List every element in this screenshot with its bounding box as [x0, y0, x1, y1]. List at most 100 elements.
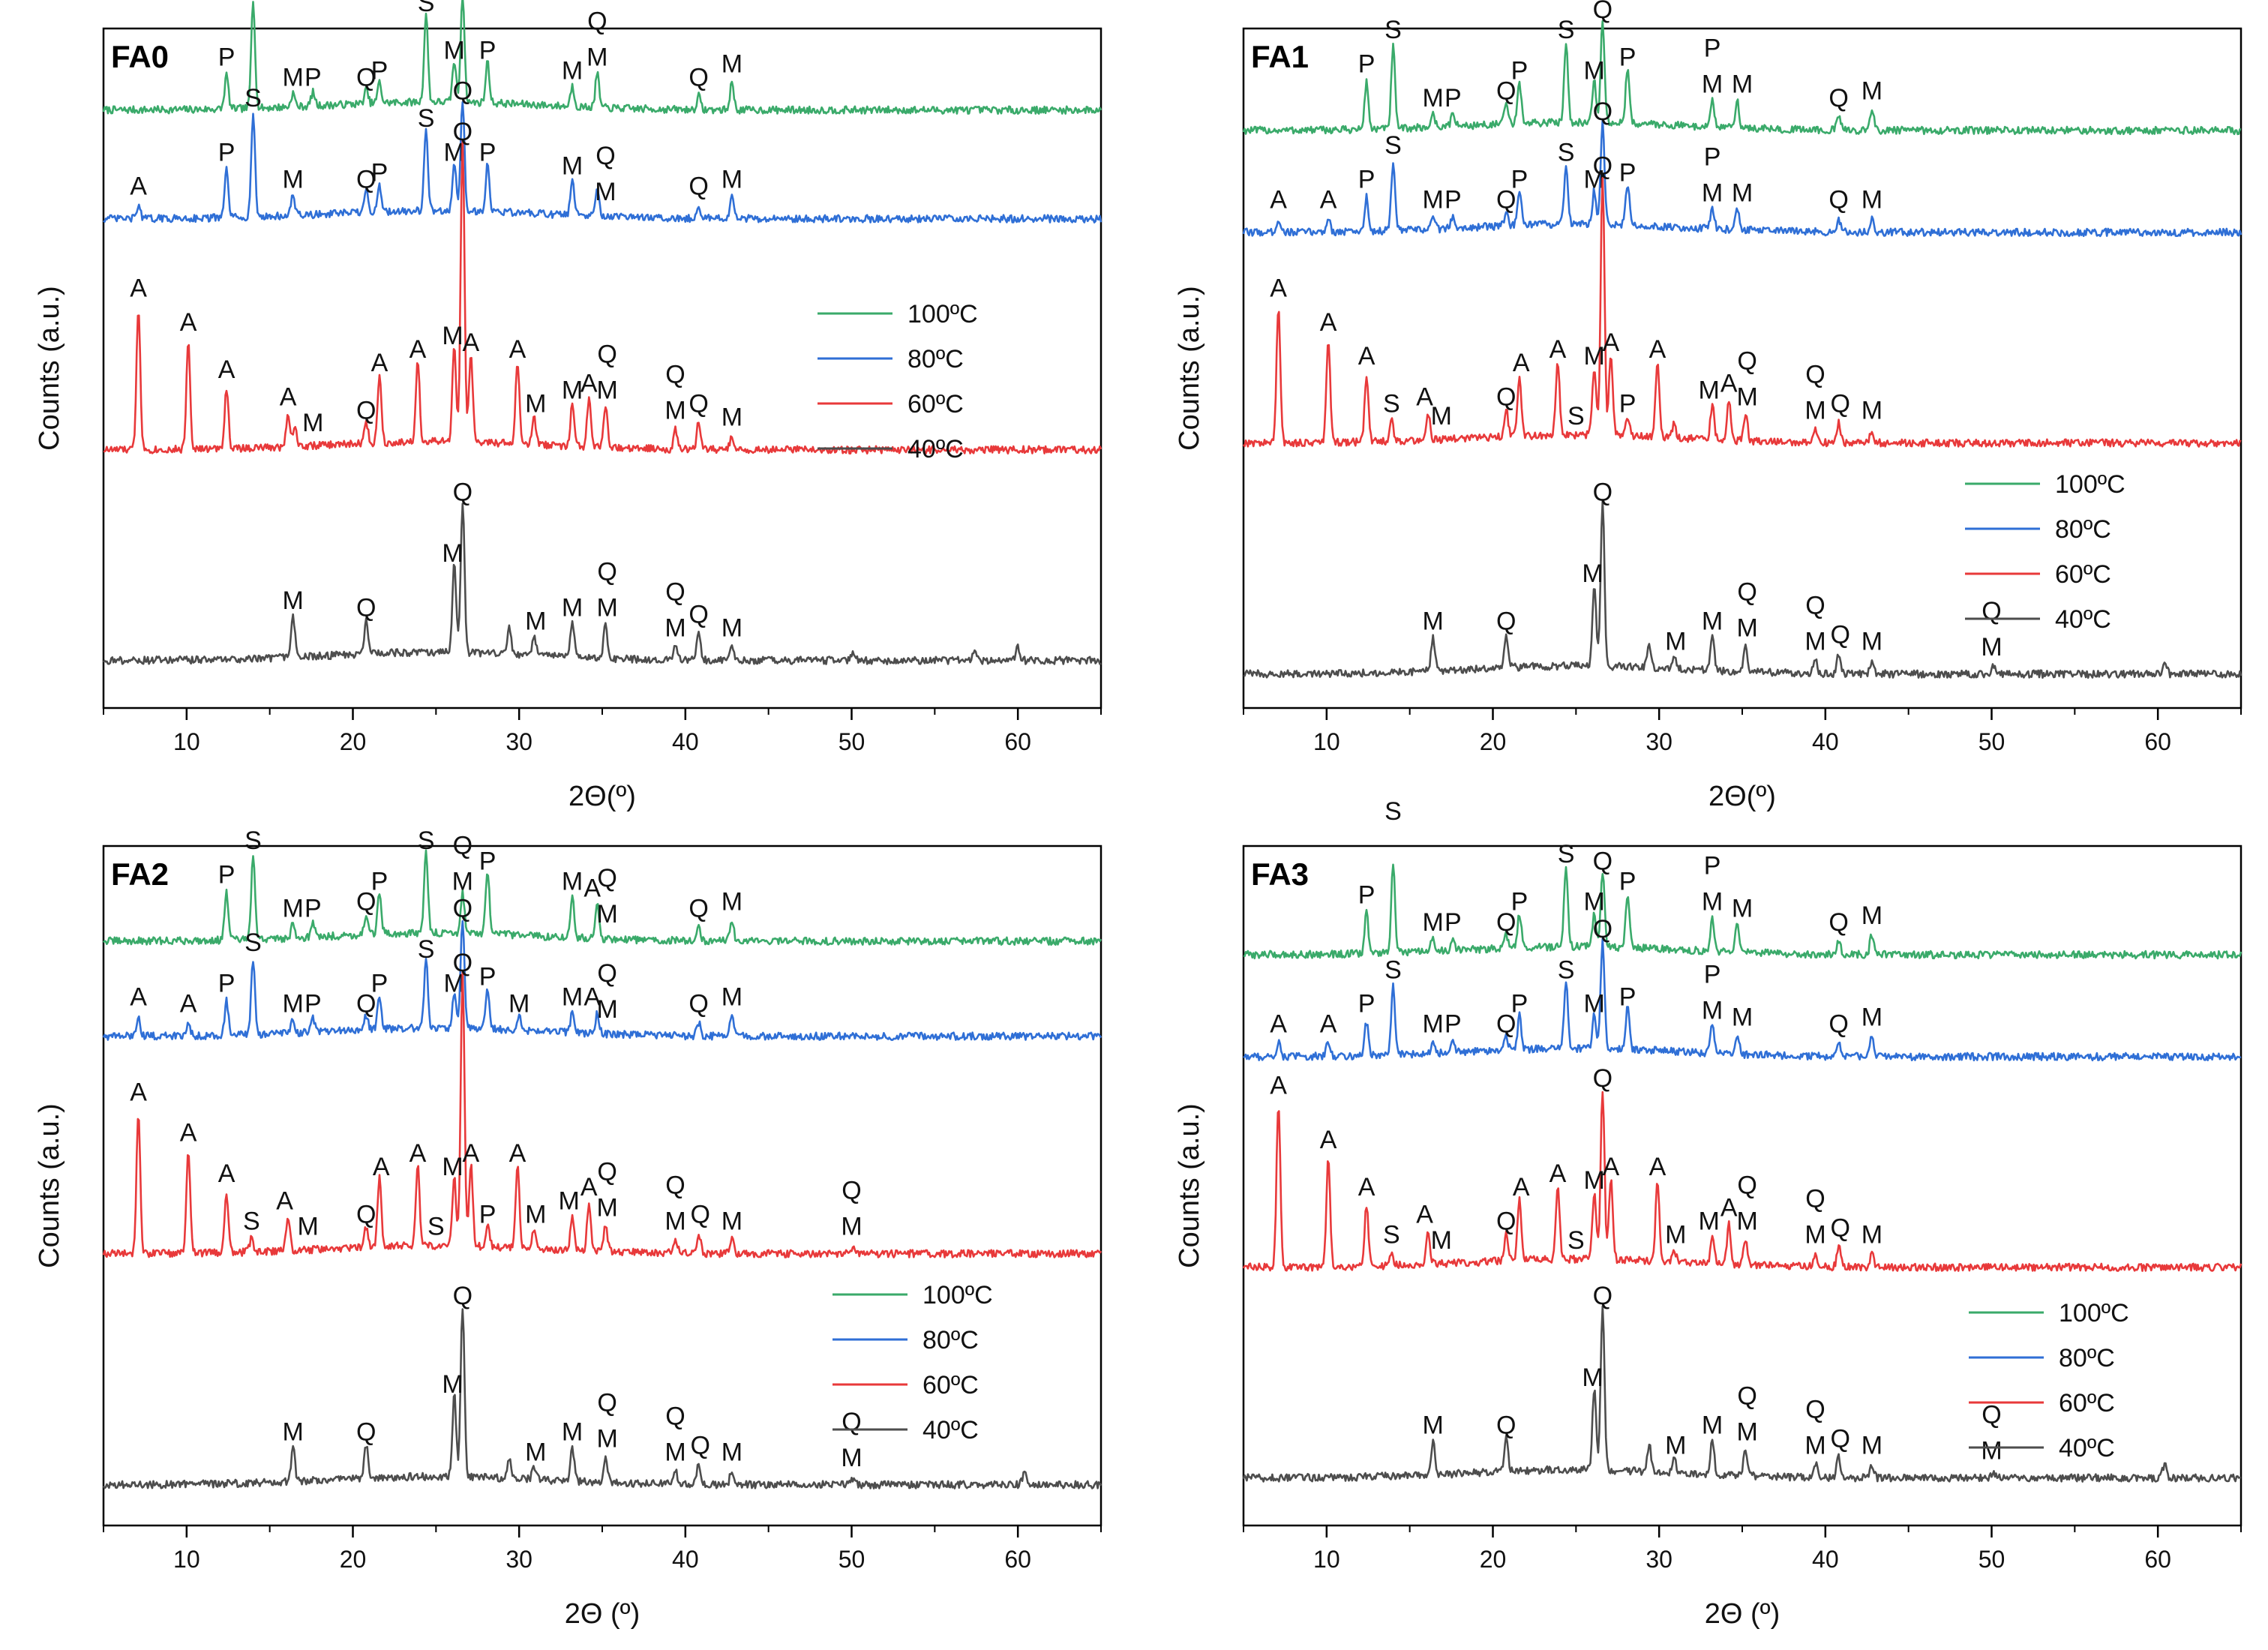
phase-label: A [509, 1139, 526, 1168]
phase-label: A [1513, 1173, 1530, 1202]
phase-label: Q [1593, 915, 1612, 944]
phase-label: M [442, 1153, 463, 1181]
phase-label: A [509, 335, 526, 364]
y-axis-label: Counts (a.u.) [1174, 1103, 1205, 1268]
phase-label: S [418, 104, 435, 133]
series-line-40ºC [1243, 500, 2242, 680]
phase-label: M [1584, 990, 1605, 1018]
phase-label: Q [1805, 1395, 1825, 1424]
x-tick-label: 50 [838, 1546, 866, 1573]
phase-label: S [1383, 389, 1400, 418]
phase-label: A [130, 274, 147, 302]
phase-label: A [130, 172, 147, 201]
phase-label: A [180, 990, 197, 1018]
series-line-40ºC [1242, 1305, 2242, 1483]
series-line-100ºC [102, 849, 1102, 946]
phase-label: M [442, 1370, 463, 1399]
phase-label: Q [453, 949, 472, 977]
phase-label: P [1444, 908, 1462, 937]
series-line-40ºC [102, 1308, 1102, 1490]
phase-label: A [1416, 1200, 1433, 1228]
phase-label: P [218, 43, 236, 71]
legend-label: 60ºC [2059, 1389, 2115, 1418]
phase-label: Q [665, 578, 685, 606]
phase-label: Q [1496, 607, 1516, 635]
phase-label: Q [1737, 1382, 1756, 1410]
x-tick-label: 30 [506, 728, 532, 755]
phase-label: M [586, 43, 608, 71]
phase-label: Q [1593, 0, 1612, 24]
phase-label: P [304, 64, 322, 92]
legend-label: 40ºC [2055, 605, 2111, 634]
phase-label: M [1665, 1431, 1686, 1460]
phase-label: M [442, 322, 463, 350]
phase-label: P [1511, 57, 1528, 86]
phase-label: M [1862, 902, 1882, 930]
phase-label: Q [1982, 1401, 2001, 1430]
phase-label: A [1270, 1010, 1287, 1039]
x-axis-label: 2Θ (º) [1705, 1598, 1780, 1630]
phase-label: M [283, 64, 304, 92]
x-tick-label: 40 [1812, 728, 1839, 755]
phase-label: P [479, 847, 496, 875]
phase-label: M [283, 990, 304, 1018]
phase-label: M [1584, 1166, 1605, 1195]
legend-label: 100ºC [2059, 1299, 2129, 1328]
phase-label: P [1358, 166, 1376, 194]
phase-label: P [479, 138, 496, 166]
x-tick-label: 10 [173, 728, 200, 755]
series-line-40ºC [102, 502, 1102, 665]
phase-label: A [180, 308, 197, 337]
phase-label: M [1736, 1207, 1757, 1235]
phase-label: M [1862, 1431, 1882, 1460]
phase-label: Q [1831, 1214, 1850, 1243]
phase-label: M [722, 983, 742, 1012]
phase-label: P [371, 867, 388, 896]
phase-label: A [584, 983, 601, 1012]
x-tick-label: 30 [1646, 728, 1672, 755]
phase-label: M [1862, 186, 1882, 214]
phase-label: A [1320, 308, 1337, 337]
phase-label: P [1358, 990, 1376, 1018]
x-tick-label: 10 [173, 1546, 200, 1573]
phase-label: M [525, 607, 546, 635]
phase-label: M [562, 376, 583, 404]
phase-label: P [1511, 166, 1528, 194]
phase-label: Q [453, 1282, 472, 1310]
phase-label: M [1423, 1010, 1444, 1039]
phase-label: Q [356, 166, 376, 194]
phase-label: A [410, 1139, 427, 1168]
phase-label: S [1384, 16, 1402, 44]
phase-label: P [479, 1200, 496, 1228]
phase-label: P [1619, 867, 1636, 896]
phase-label: P [1444, 84, 1462, 112]
phase-label: Q [1593, 152, 1612, 180]
phase-label: M [841, 1444, 862, 1472]
phase-label: Q [1982, 597, 2001, 626]
phase-label: P [218, 969, 236, 998]
x-tick-label: 10 [1313, 1546, 1340, 1573]
phase-label: S [1558, 956, 1575, 984]
phase-label: M [1699, 376, 1720, 404]
legend-label: 80ºC [922, 1326, 979, 1354]
phase-label: Q [596, 142, 615, 170]
phase-label: S [1384, 956, 1402, 984]
phase-label: M [562, 152, 583, 180]
phase-label: Q [1593, 478, 1612, 506]
legend-label: 100ºC [2055, 470, 2126, 499]
phase-label: Q [1593, 847, 1612, 875]
phase-label: A [371, 349, 388, 377]
phase-label: M [722, 50, 742, 78]
phase-label: Q [356, 990, 376, 1018]
phase-label: M [596, 1193, 617, 1222]
phase-label: P [1704, 34, 1721, 63]
phase-label: M [1699, 1207, 1720, 1235]
phase-label: A [180, 1119, 197, 1148]
phase-label: Q [665, 1402, 685, 1431]
phase-label: Q [842, 1177, 861, 1205]
x-tick-label: 40 [672, 728, 699, 755]
phase-label: Q [1831, 389, 1850, 418]
phase-label: Q [1737, 1171, 1756, 1199]
